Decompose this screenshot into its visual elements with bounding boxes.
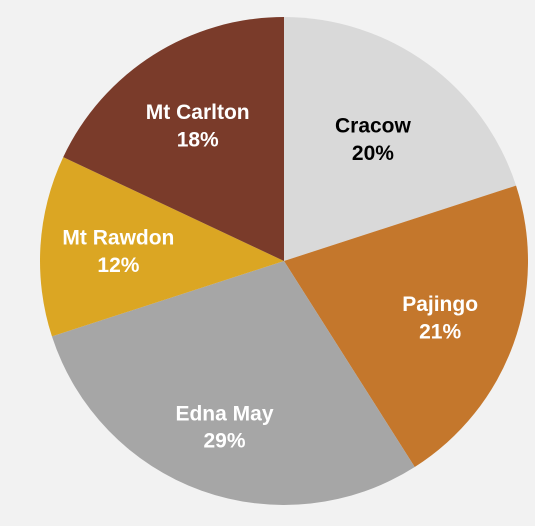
pie-labels: Cracow 20% Pajingo 21% Edna May 29% Mt Rawdon 1… [62, 101, 478, 453]
slice-label-pajingo: Pajingo 21% [402, 293, 478, 343]
slice-value-mt-rawdon: 12% [97, 254, 139, 277]
slice-label-edna-may: Edna May 29% [175, 402, 273, 452]
pie-slice-mt-rawdon [40, 157, 284, 337]
slice-label-mt-carlton: Mt Carlton 18% [146, 101, 250, 151]
pie-slice-cracow [284, 17, 517, 261]
slice-label-cracow: Cracow 20% [335, 115, 412, 165]
slice-name-pajingo: Pajingo [402, 293, 478, 316]
slice-name-mt-rawdon: Mt Rawdon [62, 227, 174, 250]
slice-value-edna-may: 29% [203, 430, 245, 453]
pie-slice-mt-carlton [63, 17, 284, 261]
pie-slices [40, 17, 528, 505]
pie-slice-pajingo [284, 185, 528, 468]
slice-name-mt-carlton: Mt Carlton [146, 101, 250, 124]
slice-name-cracow: Cracow [335, 115, 412, 138]
slice-name-edna-may: Edna May [175, 402, 273, 425]
slice-value-pajingo: 21% [419, 321, 461, 344]
slice-value-cracow: 20% [352, 142, 394, 165]
pie-slice-edna-may [51, 261, 415, 505]
slice-label-mt-rawdon: Mt Rawdon 12% [62, 227, 174, 277]
slice-value-mt-carlton: 18% [177, 128, 219, 151]
